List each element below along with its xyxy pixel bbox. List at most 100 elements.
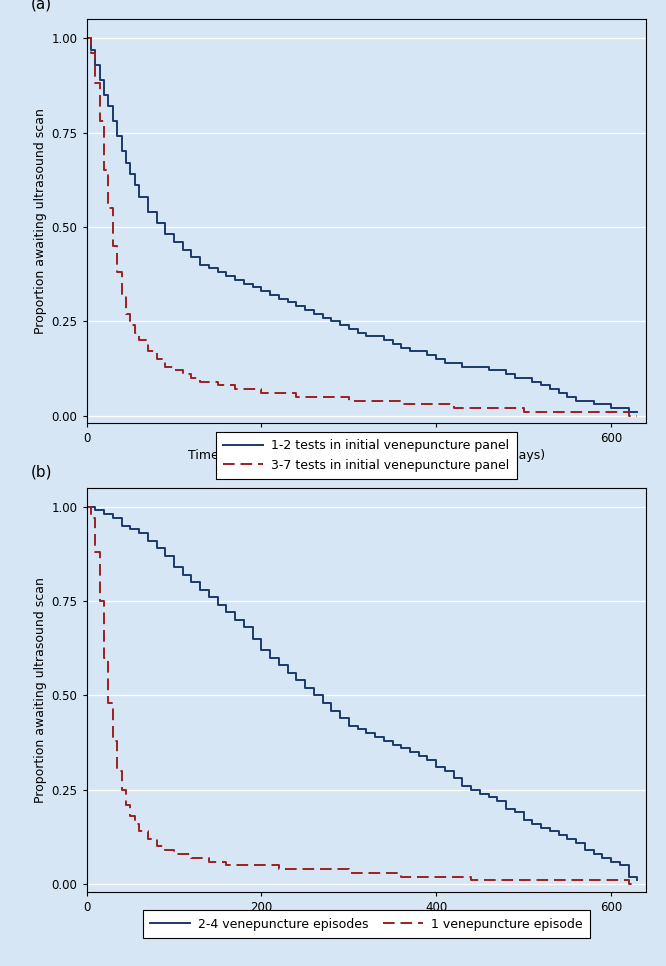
- 3-7 tests in initial venepuncture panel: [96, 116, 104, 128]
- 1 venepuncture episode: [135, 826, 143, 838]
- 3-7 tests in initial venepuncture panel: [105, 202, 113, 213]
- 1-2 tests in initial venepuncture panel: [537, 380, 545, 391]
- 3-7 tests in initial venepuncture panel: [519, 406, 527, 417]
- 3-7 tests in initial venepuncture panel: [144, 346, 152, 357]
- 1 venepuncture episode: [537, 874, 545, 886]
- 3-7 tests in initial venepuncture panel: [188, 372, 196, 384]
- 3-7 tests in initial venepuncture panel: [555, 406, 563, 417]
- 1-2 tests in initial venepuncture panel: [214, 267, 222, 278]
- 3-7 tests in initial venepuncture panel: [502, 402, 510, 413]
- 1-2 tests in initial venepuncture panel: [633, 406, 641, 417]
- 3-7 tests in initial venepuncture panel: [607, 406, 615, 417]
- 3-7 tests in initial venepuncture panel: [397, 399, 405, 411]
- 1 venepuncture episode: [625, 878, 633, 890]
- Text: (a): (a): [31, 0, 52, 12]
- 1 venepuncture episode: [91, 546, 99, 557]
- Line: 3-7 tests in initial venepuncture panel: 3-7 tests in initial venepuncture panel: [87, 39, 637, 415]
- 3-7 tests in initial venepuncture panel: [633, 410, 641, 421]
- 1 venepuncture episode: [240, 860, 248, 871]
- 1 venepuncture episode: [572, 874, 580, 886]
- 2-4 venepuncture episodes: [354, 724, 362, 735]
- Line: 1 venepuncture episode: 1 venepuncture episode: [87, 507, 637, 884]
- Legend: 1-2 tests in initial venepuncture panel, 3-7 tests in initial venepuncture panel: 1-2 tests in initial venepuncture panel,…: [216, 432, 517, 479]
- 2-4 venepuncture episodes: [432, 761, 440, 773]
- 1 venepuncture episode: [633, 878, 641, 890]
- 1-2 tests in initial venepuncture panel: [625, 406, 633, 417]
- 3-7 tests in initial venepuncture panel: [257, 387, 265, 399]
- X-axis label: Time from initial venepuncture to ultrasound scan (days): Time from initial venepuncture to ultras…: [188, 449, 545, 463]
- 3-7 tests in initial venepuncture panel: [205, 376, 213, 387]
- 1 venepuncture episode: [196, 852, 204, 864]
- 1 venepuncture episode: [131, 818, 139, 830]
- 3-7 tests in initial venepuncture panel: [415, 399, 423, 411]
- Y-axis label: Proportion awaiting ultrasound scan: Proportion awaiting ultrasound scan: [35, 577, 47, 803]
- 1-2 tests in initial venepuncture panel: [170, 237, 178, 248]
- 3-7 tests in initial venepuncture panel: [131, 327, 139, 338]
- 3-7 tests in initial venepuncture panel: [450, 402, 458, 413]
- 3-7 tests in initial venepuncture panel: [100, 164, 108, 176]
- 1 venepuncture episode: [589, 874, 597, 886]
- 1 venepuncture episode: [117, 784, 125, 796]
- 3-7 tests in initial venepuncture panel: [117, 289, 125, 300]
- 1 venepuncture episode: [467, 874, 475, 886]
- 3-7 tests in initial venepuncture panel: [380, 395, 388, 407]
- 2-4 venepuncture episodes: [388, 739, 396, 751]
- Line: 2-4 venepuncture episodes: 2-4 venepuncture episodes: [87, 507, 637, 880]
- 1 venepuncture episode: [519, 874, 527, 886]
- 3-7 tests in initial venepuncture panel: [537, 406, 545, 417]
- 1 venepuncture episode: [100, 652, 108, 664]
- 1-2 tests in initial venepuncture panel: [362, 330, 370, 342]
- 1 venepuncture episode: [122, 799, 130, 810]
- 3-7 tests in initial venepuncture panel: [467, 402, 475, 413]
- Legend: 2-4 venepuncture episodes, 1 venepuncture episode: 2-4 venepuncture episodes, 1 venepunctur…: [143, 910, 590, 938]
- Y-axis label: Proportion awaiting ultrasound scan: Proportion awaiting ultrasound scan: [35, 108, 47, 334]
- 3-7 tests in initial venepuncture panel: [170, 364, 178, 376]
- 1 venepuncture episode: [178, 848, 186, 860]
- 3-7 tests in initial venepuncture panel: [485, 402, 493, 413]
- Line: 1-2 tests in initial venepuncture panel: 1-2 tests in initial venepuncture panel: [87, 39, 637, 412]
- 1 venepuncture episode: [345, 867, 353, 879]
- 3-7 tests in initial venepuncture panel: [178, 368, 186, 380]
- 1-2 tests in initial venepuncture panel: [546, 384, 554, 395]
- 3-7 tests in initial venepuncture panel: [91, 77, 99, 89]
- 1 venepuncture episode: [144, 833, 152, 844]
- 1 venepuncture episode: [127, 810, 135, 822]
- 1-2 tests in initial venepuncture panel: [83, 33, 91, 44]
- 1 venepuncture episode: [275, 864, 283, 875]
- 2-4 venepuncture episodes: [83, 501, 91, 513]
- 1 venepuncture episode: [310, 864, 318, 875]
- 1 venepuncture episode: [432, 870, 440, 882]
- 3-7 tests in initial venepuncture panel: [127, 320, 135, 331]
- 3-7 tests in initial venepuncture panel: [153, 354, 161, 365]
- 1 venepuncture episode: [327, 864, 335, 875]
- 3-7 tests in initial venepuncture panel: [589, 406, 597, 417]
- 1 venepuncture episode: [188, 852, 196, 864]
- 3-7 tests in initial venepuncture panel: [109, 240, 117, 251]
- 2-4 venepuncture episodes: [153, 543, 161, 554]
- 1 venepuncture episode: [83, 501, 91, 513]
- 3-7 tests in initial venepuncture panel: [362, 395, 370, 407]
- 3-7 tests in initial venepuncture panel: [292, 391, 300, 403]
- 3-7 tests in initial venepuncture panel: [122, 308, 130, 320]
- 3-7 tests in initial venepuncture panel: [113, 267, 121, 278]
- 3-7 tests in initial venepuncture panel: [196, 376, 204, 387]
- 1 venepuncture episode: [96, 595, 104, 607]
- 3-7 tests in initial venepuncture panel: [432, 399, 440, 411]
- 1 venepuncture episode: [607, 874, 615, 886]
- 1 venepuncture episode: [257, 860, 265, 871]
- 3-7 tests in initial venepuncture panel: [87, 47, 95, 59]
- 1 venepuncture episode: [153, 840, 161, 852]
- 3-7 tests in initial venepuncture panel: [625, 410, 633, 421]
- 1 venepuncture episode: [415, 870, 423, 882]
- 3-7 tests in initial venepuncture panel: [161, 360, 169, 372]
- 3-7 tests in initial venepuncture panel: [310, 391, 318, 403]
- 1-2 tests in initial venepuncture panel: [122, 156, 130, 168]
- 1 venepuncture episode: [113, 765, 121, 777]
- 3-7 tests in initial venepuncture panel: [572, 406, 580, 417]
- Text: (b): (b): [31, 465, 52, 480]
- 1 venepuncture episode: [170, 848, 178, 860]
- 1 venepuncture episode: [380, 867, 388, 879]
- 1 venepuncture episode: [105, 697, 113, 709]
- X-axis label: Time from initial venepuncture to ultrasound scan (days): Time from initial venepuncture to ultras…: [188, 918, 545, 931]
- 1 venepuncture episode: [87, 512, 95, 524]
